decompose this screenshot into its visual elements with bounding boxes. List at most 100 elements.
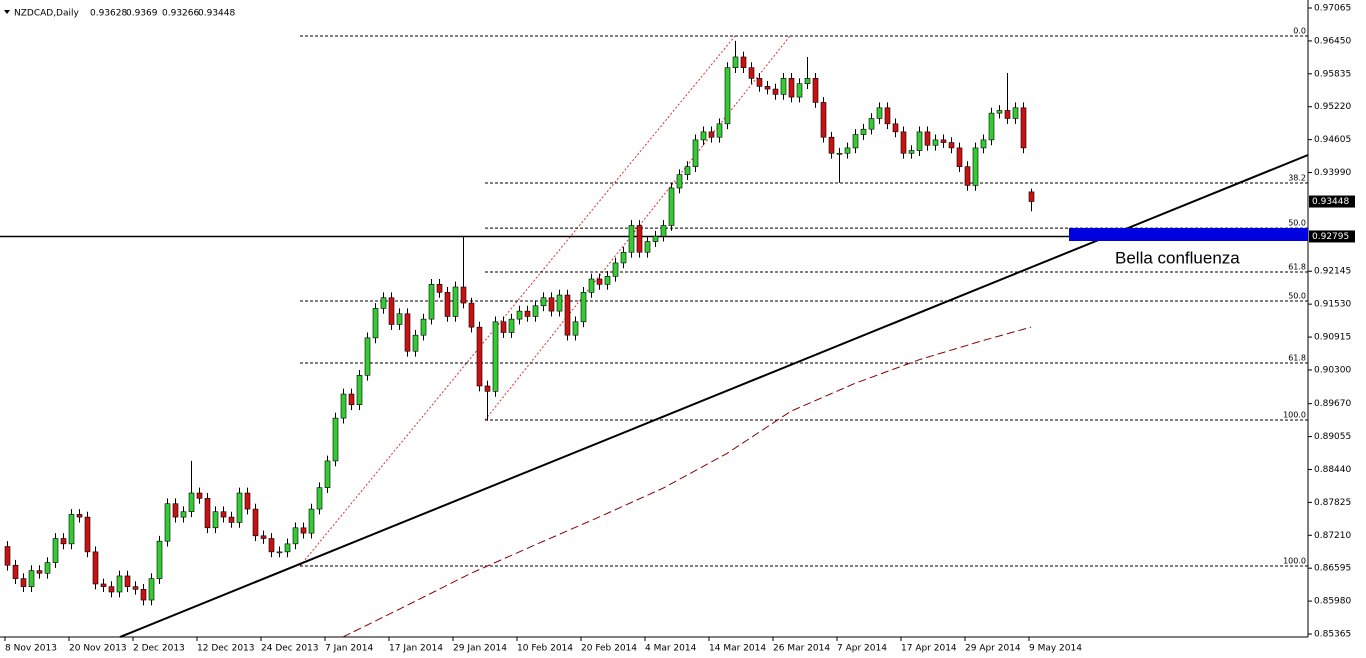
candle-body xyxy=(172,503,179,518)
candle-body xyxy=(340,393,347,419)
candle-body xyxy=(940,139,947,143)
header-high: 0.9369 xyxy=(126,9,158,19)
candle-body xyxy=(532,305,539,317)
fibo-label: 50.0 xyxy=(1288,219,1306,228)
candle-body xyxy=(300,527,307,534)
candle-body xyxy=(796,83,803,98)
y-tick-label: 0.90300 xyxy=(1314,365,1351,375)
candle-body xyxy=(468,302,475,328)
x-tick-label: 12 Dec 2013 xyxy=(197,644,255,654)
x-tick-label: 4 Mar 2014 xyxy=(645,644,697,654)
fibo-label: 38.2 xyxy=(1288,174,1306,183)
candle-body xyxy=(356,375,363,406)
candle-body xyxy=(188,492,195,513)
price-label-box xyxy=(1309,195,1355,208)
candle-body xyxy=(732,56,739,68)
header-low: 0.93266 xyxy=(162,9,199,19)
fibo-label: 61.8 xyxy=(1288,354,1306,363)
candle-body xyxy=(52,538,59,563)
candle-body xyxy=(836,152,843,155)
candle-body xyxy=(980,139,987,149)
candle-body xyxy=(28,570,35,587)
candle-body xyxy=(1028,191,1035,202)
y-tick-label: 0.87825 xyxy=(1314,498,1351,508)
candle-body xyxy=(484,385,491,392)
candle-body xyxy=(252,508,259,537)
candle-body xyxy=(692,139,699,167)
candle-body xyxy=(164,503,171,542)
candle-body xyxy=(916,131,923,151)
header-close: 0.93448 xyxy=(198,9,235,19)
candle-body xyxy=(92,551,99,585)
candle-body xyxy=(988,112,995,141)
y-tick-label: 0.90915 xyxy=(1314,333,1351,343)
candle-body xyxy=(348,393,355,406)
candle-body xyxy=(596,278,603,285)
menu-arrow[interactable] xyxy=(4,10,10,14)
x-tick-label: 20 Nov 2013 xyxy=(69,644,127,654)
candle-body xyxy=(684,166,691,175)
candle-body xyxy=(524,310,531,317)
candle-body xyxy=(628,225,635,253)
candle-body xyxy=(236,492,243,523)
candle-body xyxy=(476,326,483,387)
candle-body xyxy=(892,123,899,133)
candle-body xyxy=(716,123,723,138)
y-tick-label: 0.85980 xyxy=(1314,597,1351,607)
candle-body xyxy=(60,538,67,545)
x-tick-label: 20 Feb 2014 xyxy=(581,644,637,654)
y-tick-label: 0.94605 xyxy=(1314,135,1351,145)
candle-body xyxy=(588,278,595,293)
candle-body xyxy=(812,78,819,103)
candle-body xyxy=(1012,107,1019,119)
candle-body xyxy=(228,516,235,523)
candle-body xyxy=(580,292,587,323)
fibo-label: 100.0 xyxy=(1283,411,1306,420)
candle-body xyxy=(956,147,963,167)
candle-body xyxy=(100,583,107,587)
fibo-label: 50.0 xyxy=(1288,292,1306,301)
y-tick-label: 0.87210 xyxy=(1314,531,1351,541)
candle-body xyxy=(268,538,275,553)
candle-body xyxy=(420,318,427,336)
x-tick-label: 7 Jan 2014 xyxy=(325,644,373,654)
candle-body xyxy=(804,78,811,85)
y-tick-label: 0.95220 xyxy=(1314,102,1351,112)
candle-body xyxy=(500,321,507,333)
candle-body xyxy=(196,492,203,499)
candle-body xyxy=(780,78,787,95)
candle-body xyxy=(516,310,523,320)
x-tick-label: 29 Jan 2014 xyxy=(453,644,507,654)
candle-body xyxy=(332,417,339,462)
candle-body xyxy=(492,321,499,392)
candle-body xyxy=(316,487,323,510)
y-tick-label: 0.88440 xyxy=(1314,465,1351,475)
price-label: 0.92795 xyxy=(1312,232,1349,242)
candle-body xyxy=(708,131,715,138)
candle-body xyxy=(364,337,371,376)
candle-body xyxy=(740,56,747,68)
candle-body xyxy=(244,492,251,510)
candle-body xyxy=(412,334,419,352)
candle-body xyxy=(700,131,707,141)
symbol: NZDCAD,Daily xyxy=(14,9,80,19)
candle-body xyxy=(396,313,403,325)
candle-body xyxy=(764,86,771,90)
candle-body xyxy=(876,107,883,119)
candle-body xyxy=(540,297,547,307)
candle-body xyxy=(900,131,907,154)
candle-body xyxy=(124,575,131,587)
fibo-label: 61.8 xyxy=(1288,263,1306,272)
candle-body xyxy=(828,136,835,154)
x-tick-label: 10 Feb 2014 xyxy=(517,644,573,654)
candle-body xyxy=(612,262,619,277)
candle-body xyxy=(1020,107,1027,149)
candle-body xyxy=(276,551,283,554)
x-tick-label: 17 Apr 2014 xyxy=(901,644,957,654)
candle-body xyxy=(748,67,755,79)
candle-body xyxy=(452,286,459,317)
x-tick-label: 26 Mar 2014 xyxy=(773,644,830,654)
candle-body xyxy=(460,286,467,304)
candle-body xyxy=(436,284,443,293)
candle-body xyxy=(996,110,1003,114)
